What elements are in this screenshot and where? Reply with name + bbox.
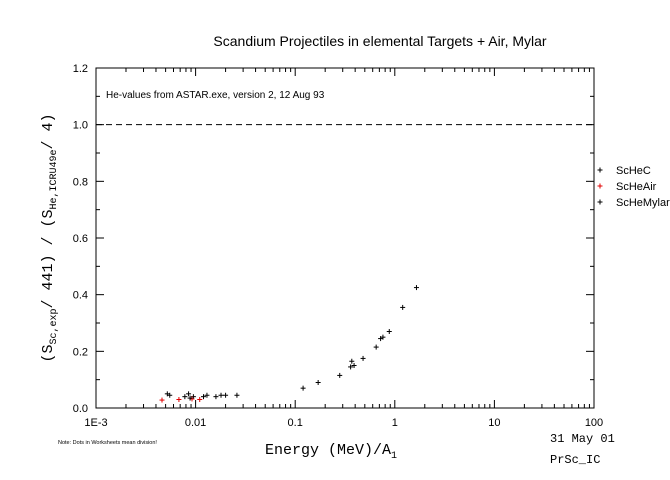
data-point [234,392,240,398]
footer-code: PrSc_IC [550,453,600,467]
data-point [159,397,165,403]
x-tick-label: 100 [585,417,603,429]
data-point [360,355,366,361]
y-axis-ticks: 0.0 0.2 0.4 0.6 0.8 1.0 1.2 [73,63,594,415]
data-point [167,392,173,398]
data-point [386,329,392,334]
y-tick-label: 1.2 [73,63,88,75]
plot-frame [95,67,595,409]
y-tick-label: 0.0 [73,403,88,415]
x-axis-label: Energy (MeV)/A1 [265,442,397,462]
data-point [315,380,321,385]
legend-label: ScHeMylar [616,197,670,209]
data-point [204,392,210,398]
data-point [378,336,384,342]
x-tick-label: 0.01 [185,417,206,429]
data-point [176,397,182,402]
x-tick-label: 1E-3 [84,417,107,429]
y-tick-label: 0.6 [73,233,88,245]
x-tick-label: 1 [392,417,398,429]
x-tick-label: 10 [488,417,500,429]
data-point [218,392,224,398]
y-tick-label: 0.2 [73,346,88,358]
x-tick-label: 0.1 [288,417,303,429]
legend-label: ScHeAir [616,181,657,193]
data-point [200,394,206,400]
y-tick-label: 0.4 [73,290,88,302]
data-point [182,394,188,400]
data-point [186,391,192,397]
x-axis-ticks: 1E-3 0.01 0.1 1 10 100 [84,68,603,429]
legend: ScHeC ScHeAir ScHeMylar [597,165,670,209]
data-point [400,304,406,310]
footer-date: 31 May 01 [550,432,615,446]
chart-title: Scandium Projectiles in elemental Target… [213,33,547,49]
data-point [337,372,343,378]
data-point [349,358,355,364]
y-axis-label: (SSc,exp/ 441) / (SHe,ICRU49e/ 4) [40,113,60,362]
data-point [197,397,203,402]
data-point [348,364,354,370]
data-point [213,394,219,400]
legend-item: ScHeC [597,165,651,177]
data-point [373,344,379,350]
y-tick-label: 0.8 [73,176,88,188]
data-point [223,392,229,398]
data-point [300,385,306,391]
y-tick-label: 1.0 [73,120,88,132]
data-points [159,285,419,403]
data-point [351,363,357,368]
data-point [413,285,419,291]
data-point [187,395,193,401]
legend-item: ScHeMylar [597,197,670,209]
legend-item: ScHeAir [597,181,657,193]
legend-label: ScHeC [616,165,651,177]
chart-annotation: He-values from ASTAR.exe, version 2, 12 … [106,90,325,101]
footer-note: Note: Dots in Worksheets mean division! [58,440,157,446]
